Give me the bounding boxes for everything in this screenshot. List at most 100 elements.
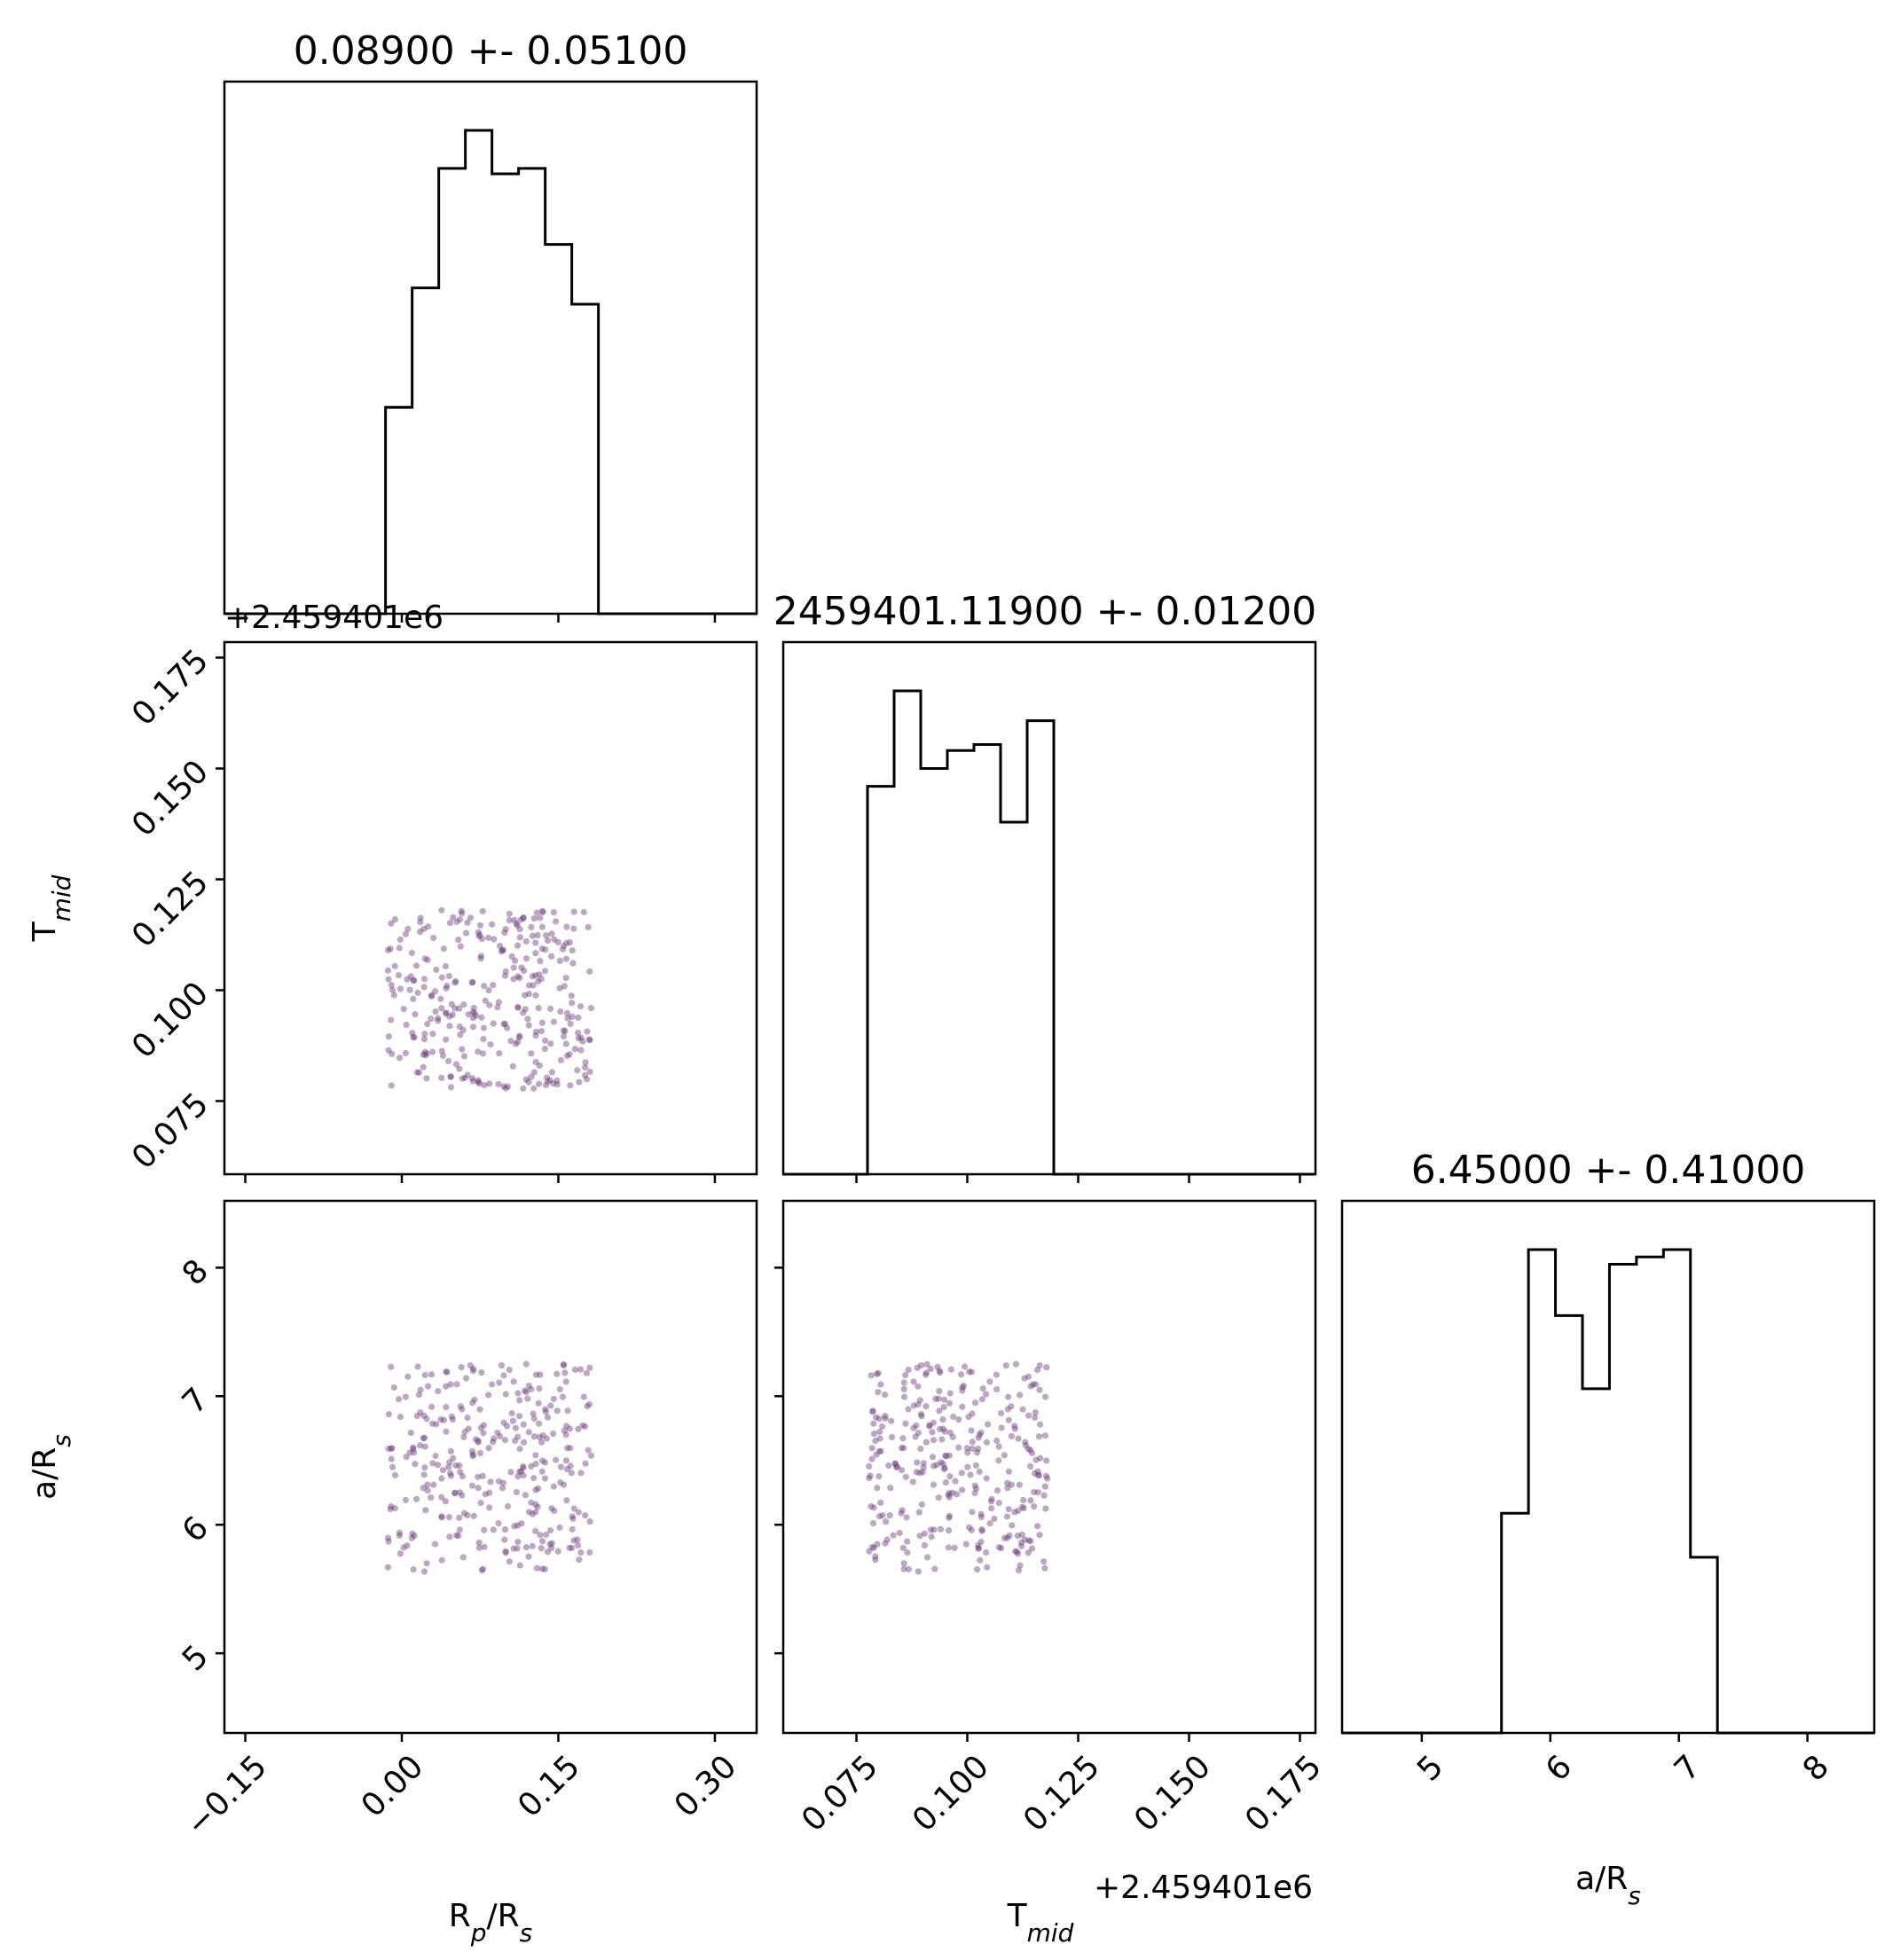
scatter-point <box>577 1366 585 1373</box>
scatter-point <box>574 1536 581 1543</box>
scatter-point <box>484 934 492 941</box>
scatter-point <box>891 1460 899 1468</box>
scatter-point <box>460 1001 467 1008</box>
scatter-point <box>977 1429 985 1437</box>
scatter-point <box>451 1489 459 1497</box>
scatter-point <box>417 919 424 926</box>
scatter-point <box>569 1000 576 1007</box>
scatter-point <box>962 1541 970 1548</box>
scatter-point <box>910 1402 917 1409</box>
scatter-point <box>993 1437 1001 1445</box>
scatter-point <box>479 1472 486 1479</box>
scatter-point <box>577 1034 585 1041</box>
scatter-point <box>409 1030 416 1037</box>
scatter-point <box>1006 1532 1013 1540</box>
scatter-point <box>1027 1538 1034 1545</box>
scatter-point <box>450 1454 457 1462</box>
scatter-point <box>456 1023 463 1031</box>
scatter-point <box>550 1080 557 1087</box>
scatter-point <box>485 1445 492 1452</box>
scatter-point <box>479 1565 487 1572</box>
scatter-point <box>475 1473 482 1480</box>
scatter-point <box>456 1462 463 1470</box>
scatter-point <box>874 1541 881 1548</box>
scatter-point <box>459 1554 467 1561</box>
scatter-point <box>979 1384 986 1392</box>
scatter-point <box>516 975 523 982</box>
scatter-point <box>446 919 454 927</box>
scatter-point <box>425 1383 432 1390</box>
scatter-point <box>942 1452 949 1460</box>
scatter-point <box>514 1004 522 1011</box>
scatter-point <box>557 1007 564 1015</box>
scatter-point <box>517 1468 525 1475</box>
scatter-point <box>440 945 447 953</box>
scatter-point <box>402 1496 410 1504</box>
scatter-point <box>389 1050 396 1057</box>
scatter-point <box>443 1383 450 1390</box>
scatter-point <box>882 1415 889 1423</box>
scatter-point <box>933 1462 940 1469</box>
scatter-point <box>516 1562 524 1569</box>
scatter-point <box>562 1431 569 1439</box>
scatter-point <box>975 1542 982 1549</box>
scatter-point <box>412 1011 419 1018</box>
scatter-point <box>960 1382 968 1390</box>
scatter-point <box>516 1413 523 1420</box>
scatter-point <box>561 1027 569 1035</box>
scatter-point <box>417 1408 424 1416</box>
scatter-point <box>872 1553 879 1560</box>
scatter-point <box>875 1472 883 1480</box>
scatter-point <box>575 1014 582 1022</box>
scatter-point <box>875 1513 883 1520</box>
scatter-point <box>534 1503 541 1510</box>
y-offset-text: +2.459401e6 <box>224 600 444 636</box>
scatter-point <box>425 923 432 930</box>
scatter-point <box>506 916 513 924</box>
axes-frame <box>223 1199 758 1735</box>
scatter-point <box>443 1428 450 1435</box>
scatter-point <box>524 1015 531 1023</box>
scatter-point <box>1040 1492 1048 1499</box>
scatter-point <box>1028 1545 1036 1552</box>
scatter-point <box>458 1364 465 1371</box>
scatter-point <box>941 1428 948 1435</box>
scatter-point <box>946 1452 954 1459</box>
scatter-point <box>412 962 420 969</box>
x-tick-label: 0.100 <box>906 1748 996 1838</box>
scatter-point <box>1015 1435 1022 1442</box>
scatter-point <box>873 1414 880 1421</box>
scatter-point <box>915 1383 922 1390</box>
scatter-point <box>532 1527 539 1534</box>
scatter-point <box>1003 1513 1010 1520</box>
scatter-point <box>428 1371 436 1378</box>
scatter-point <box>417 914 424 921</box>
scatter-point <box>973 1449 981 1456</box>
scatter-point <box>421 955 428 962</box>
scatter-point <box>464 1512 471 1519</box>
scatter-point <box>898 1445 906 1452</box>
scatter-point <box>541 1045 549 1053</box>
scatter-point <box>475 932 483 940</box>
scatter-point <box>576 1556 583 1564</box>
scatter-point <box>945 1544 952 1551</box>
scatter-point <box>873 1451 880 1458</box>
scatter-point <box>532 972 539 979</box>
scatter-point <box>415 1392 423 1399</box>
scatter-point <box>557 1463 565 1470</box>
scatter-point <box>437 1416 444 1423</box>
scatter-panel-rp-ars <box>223 1199 758 1735</box>
scatter-point <box>446 1470 454 1477</box>
scatter-point <box>927 1365 934 1373</box>
scatter-point <box>550 1483 557 1490</box>
scatter-point <box>566 939 573 946</box>
scatter-point <box>421 1371 428 1379</box>
scatter-point <box>995 1544 1002 1551</box>
scatter-point <box>1021 1375 1028 1382</box>
scatter-point <box>516 926 523 933</box>
scatter-point <box>977 1510 985 1517</box>
scatter-point <box>890 1532 897 1539</box>
hist-bar <box>947 750 974 1174</box>
scatter-point <box>499 946 506 953</box>
scatter-point <box>923 1369 930 1376</box>
